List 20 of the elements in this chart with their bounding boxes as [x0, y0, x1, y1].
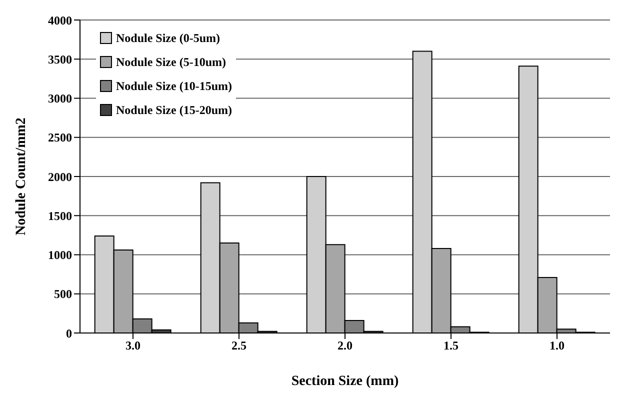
- x-tick-label: 3.0: [126, 338, 140, 353]
- y-tick-label: 1000: [48, 248, 72, 262]
- legend-label: Nodule Size (15-20um): [116, 102, 232, 119]
- legend-label: Nodule Size (0-5um): [116, 30, 220, 47]
- y-tick-label: 3500: [48, 52, 72, 66]
- legend-label: Nodule Size (10-15um): [116, 78, 232, 95]
- y-tick-label: 2500: [48, 130, 72, 145]
- y-tick-label: 1500: [48, 208, 72, 223]
- y-axis-title: Nodule Count/mm2: [14, 118, 29, 236]
- y-tick-label: 4000: [48, 13, 72, 28]
- x-axis-title: Section Size (mm): [291, 374, 399, 389]
- legend-label: Nodule Size (5-10um): [116, 54, 226, 71]
- x-tick-label: 2.5: [232, 338, 246, 353]
- y-tick-label: 500: [54, 287, 72, 302]
- y-tick-label: 3000: [48, 92, 72, 106]
- x-tick-label: 1.0: [550, 338, 564, 353]
- x-tick-label: 2.0: [338, 338, 352, 353]
- y-tick-label: 2000: [48, 170, 72, 184]
- x-tick-label: 1.5: [444, 338, 458, 353]
- y-tick-label: 0: [66, 326, 72, 340]
